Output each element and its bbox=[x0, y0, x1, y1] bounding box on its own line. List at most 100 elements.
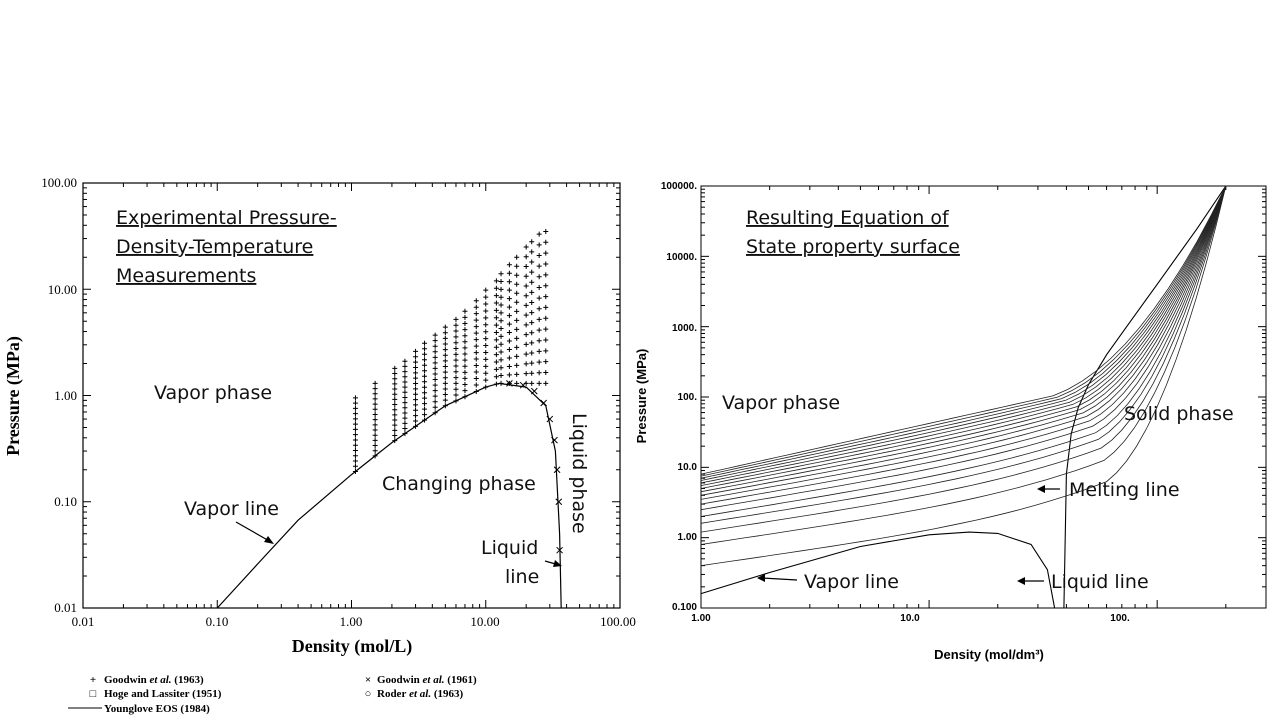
plus-marker bbox=[402, 405, 408, 411]
plus-marker bbox=[352, 437, 358, 443]
plus-marker bbox=[413, 354, 419, 360]
plus-marker bbox=[392, 427, 398, 433]
plus-marker bbox=[523, 302, 529, 308]
right-x-tick-label: 10.0 bbox=[900, 613, 920, 624]
plus-marker bbox=[536, 327, 542, 333]
plus-marker bbox=[352, 400, 358, 406]
plus-marker bbox=[422, 390, 428, 396]
plus-marker bbox=[402, 425, 408, 431]
plus-marker bbox=[372, 417, 378, 423]
plus-marker bbox=[422, 346, 428, 352]
plus-marker bbox=[422, 362, 428, 368]
plus-marker bbox=[402, 400, 408, 406]
plus-marker bbox=[543, 315, 549, 321]
plus-marker bbox=[529, 239, 535, 245]
plus-marker bbox=[483, 294, 489, 300]
isotherm-line bbox=[700, 185, 1227, 505]
left-changing-phase-label: Changing phase bbox=[382, 473, 536, 495]
left-y-tick-label: 0.01 bbox=[54, 600, 77, 615]
plus-marker bbox=[352, 453, 358, 459]
plus-marker bbox=[432, 343, 438, 349]
plus-marker bbox=[536, 338, 542, 344]
plus-marker bbox=[529, 330, 535, 336]
plus-marker bbox=[442, 363, 448, 369]
plus-marker bbox=[372, 411, 378, 417]
plus-marker bbox=[498, 326, 504, 332]
plus-marker bbox=[413, 386, 419, 392]
plus-marker bbox=[473, 298, 479, 304]
plus-marker bbox=[442, 380, 448, 386]
plus-marker bbox=[462, 327, 468, 333]
plus-marker bbox=[498, 318, 504, 324]
plus-marker bbox=[483, 315, 489, 321]
plus-marker bbox=[536, 370, 542, 376]
isotherm-line bbox=[700, 185, 1227, 524]
plus-marker bbox=[506, 338, 512, 344]
plus-marker bbox=[543, 359, 549, 365]
plus-marker bbox=[514, 362, 520, 368]
left-y-tick-label: 10.00 bbox=[48, 282, 77, 297]
plus-marker bbox=[432, 349, 438, 355]
left-liquid-line-label: line bbox=[505, 566, 539, 588]
left-liquid-line-arrow bbox=[544, 560, 562, 567]
plus-marker bbox=[493, 374, 499, 380]
right-vapor-line-label: Vapor line bbox=[804, 571, 899, 593]
plus-marker bbox=[498, 302, 504, 308]
plus-marker bbox=[536, 263, 542, 269]
plus-marker bbox=[529, 380, 535, 386]
plus-marker bbox=[372, 448, 378, 454]
right-axis-ticks bbox=[700, 186, 1267, 609]
plus-marker bbox=[413, 402, 419, 408]
plus-marker bbox=[392, 412, 398, 418]
plus-marker bbox=[473, 337, 479, 343]
plus-marker bbox=[523, 273, 529, 279]
plus-marker bbox=[413, 391, 419, 397]
plus-marker bbox=[536, 348, 542, 354]
eos-line bbox=[700, 531, 1056, 609]
plus-marker bbox=[422, 395, 428, 401]
plus-marker bbox=[372, 432, 378, 438]
plus-marker bbox=[523, 312, 529, 318]
plus-marker bbox=[493, 285, 499, 291]
plus-marker bbox=[413, 413, 419, 419]
plus-marker bbox=[352, 442, 358, 448]
plus-marker bbox=[536, 284, 542, 290]
plus-marker bbox=[432, 388, 438, 394]
plus-marker bbox=[543, 326, 549, 332]
plus-marker bbox=[543, 272, 549, 278]
right-melting-line-label: Melting line bbox=[1069, 479, 1180, 501]
right-x-tick-label: 1.00 bbox=[691, 613, 711, 624]
legend-entry: Goodwin et al. (1963) bbox=[104, 674, 204, 686]
plus-marker bbox=[536, 316, 542, 322]
plus-marker bbox=[422, 340, 428, 346]
plus-marker bbox=[402, 415, 408, 421]
plus-marker bbox=[493, 366, 499, 372]
plus-marker bbox=[442, 397, 448, 403]
plus-marker bbox=[498, 286, 504, 292]
plus-marker bbox=[462, 333, 468, 339]
x-marker bbox=[553, 466, 561, 474]
plus-marker bbox=[352, 395, 358, 401]
plus-marker bbox=[352, 458, 358, 464]
plus-marker bbox=[413, 364, 419, 370]
isotherm-line bbox=[700, 185, 1227, 477]
isotherm-line bbox=[700, 185, 1227, 517]
plus-marker bbox=[453, 322, 459, 328]
plus-marker bbox=[483, 336, 489, 342]
plus-marker bbox=[498, 357, 504, 363]
left-eos-lines bbox=[216, 382, 562, 609]
plus-marker bbox=[432, 338, 438, 344]
left-title-line: Measurements bbox=[116, 265, 256, 287]
isotherm-line bbox=[700, 185, 1227, 567]
right-eos-lines bbox=[700, 185, 1227, 609]
plus-marker bbox=[473, 330, 479, 336]
plus-marker bbox=[422, 406, 428, 412]
right-solid-phase-label: Solid phase bbox=[1124, 403, 1234, 425]
right-melting-line-arrow bbox=[1037, 485, 1060, 493]
isotherm-line bbox=[700, 185, 1227, 496]
plus-marker bbox=[422, 373, 428, 379]
plus-marker bbox=[422, 401, 428, 407]
plus-marker bbox=[514, 308, 520, 314]
isotherm-line bbox=[700, 185, 1227, 479]
plus-marker bbox=[523, 332, 529, 338]
